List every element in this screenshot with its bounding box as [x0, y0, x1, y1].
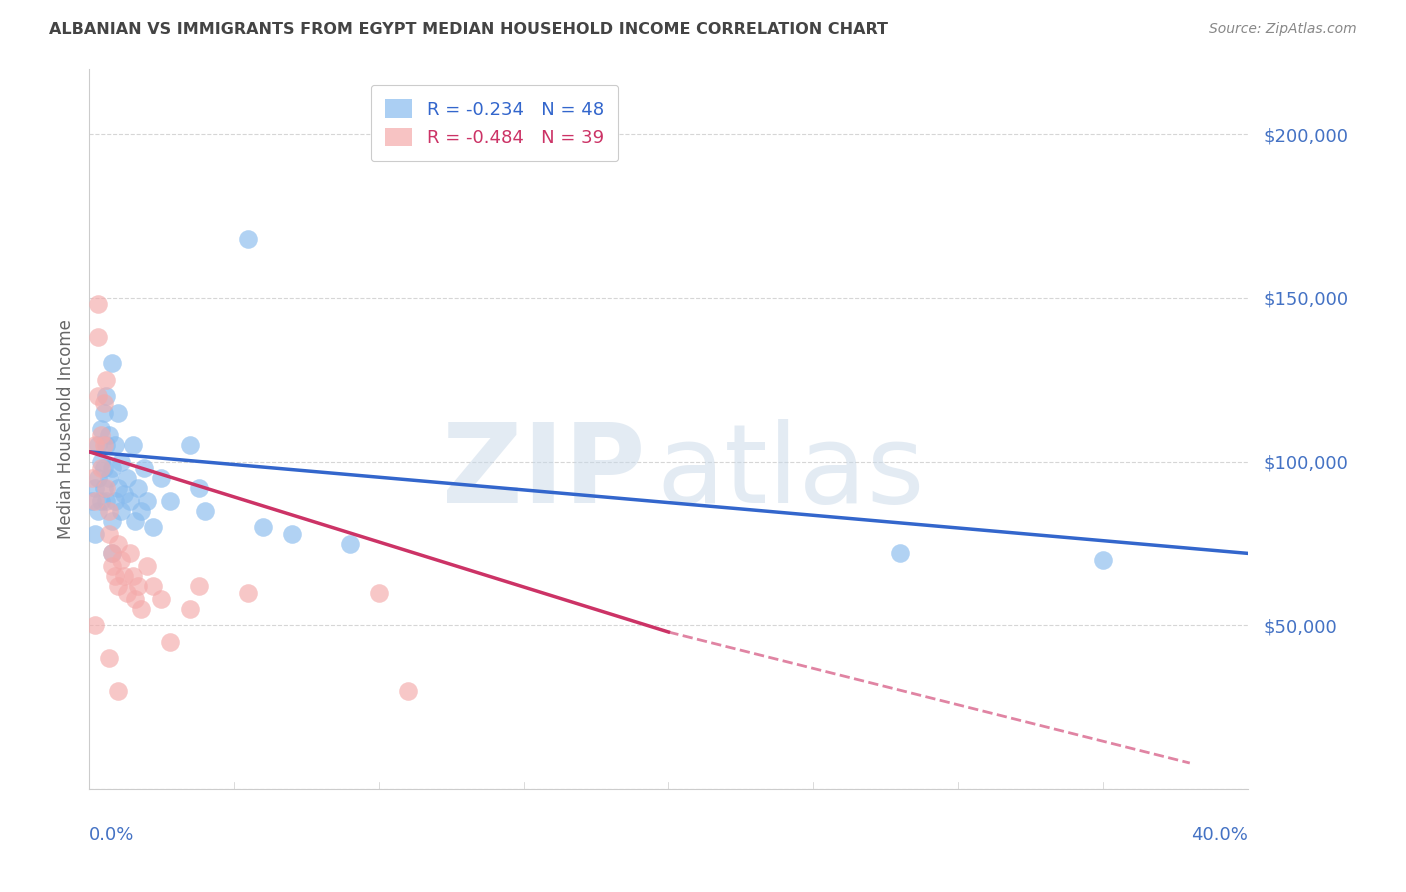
Point [101, 546, 124, 560]
Point [93, 395, 115, 409]
Point [124, 592, 146, 607]
Point [87, 389, 110, 403]
Point [159, 494, 181, 508]
Point [112, 569, 135, 583]
Point [281, 526, 304, 541]
Point [142, 520, 165, 534]
Legend: R = -0.234   N = 48, R = -0.484   N = 39: R = -0.234 N = 48, R = -0.484 N = 39 [371, 85, 619, 161]
Text: atlas: atlas [657, 418, 925, 525]
Point [339, 536, 361, 550]
Point [107, 481, 129, 495]
Point [83, 618, 105, 632]
Point [104, 438, 127, 452]
Point [112, 487, 135, 501]
Point [121, 569, 143, 583]
Point [129, 602, 152, 616]
Point [194, 504, 217, 518]
Point [127, 579, 149, 593]
Point [101, 514, 124, 528]
Point [1091, 553, 1114, 567]
Point [118, 546, 141, 560]
Point [83, 438, 105, 452]
Text: 40.0%: 40.0% [1191, 826, 1247, 844]
Point [110, 455, 132, 469]
Point [83, 481, 105, 495]
Point [136, 559, 159, 574]
Point [87, 504, 110, 518]
Point [118, 494, 141, 508]
Point [93, 405, 115, 419]
Point [107, 684, 129, 698]
Point [80, 494, 103, 508]
Text: Source: ZipAtlas.com: Source: ZipAtlas.com [1209, 22, 1357, 37]
Point [101, 461, 124, 475]
Point [90, 422, 112, 436]
Y-axis label: Median Household Income: Median Household Income [58, 319, 75, 539]
Point [188, 481, 211, 495]
Point [110, 553, 132, 567]
Point [238, 585, 260, 599]
Point [104, 494, 127, 508]
Point [87, 471, 110, 485]
Point [90, 494, 112, 508]
Point [110, 504, 132, 518]
Point [98, 428, 121, 442]
Point [87, 330, 110, 344]
Point [188, 579, 211, 593]
Point [101, 559, 124, 574]
Point [90, 455, 112, 469]
Point [93, 438, 115, 452]
Point [179, 602, 201, 616]
Point [159, 635, 181, 649]
Point [96, 481, 118, 495]
Point [80, 471, 103, 485]
Point [98, 526, 121, 541]
Text: 0.0%: 0.0% [89, 826, 135, 844]
Point [121, 438, 143, 452]
Point [93, 461, 115, 475]
Point [252, 520, 274, 534]
Text: ZIP: ZIP [441, 418, 645, 525]
Point [93, 481, 115, 495]
Point [150, 592, 173, 607]
Point [101, 356, 124, 370]
Point [132, 461, 155, 475]
Point [107, 536, 129, 550]
Point [115, 471, 138, 485]
Point [87, 297, 110, 311]
Point [136, 494, 159, 508]
Point [238, 232, 260, 246]
Point [90, 428, 112, 442]
Point [96, 373, 118, 387]
Point [179, 438, 201, 452]
Point [107, 405, 129, 419]
Point [889, 546, 911, 560]
Point [396, 684, 419, 698]
Point [142, 579, 165, 593]
Point [367, 585, 389, 599]
Point [150, 471, 173, 485]
Point [115, 585, 138, 599]
Point [127, 481, 149, 495]
Point [96, 438, 118, 452]
Point [83, 526, 105, 541]
Point [101, 546, 124, 560]
Point [90, 461, 112, 475]
Text: ALBANIAN VS IMMIGRANTS FROM EGYPT MEDIAN HOUSEHOLD INCOME CORRELATION CHART: ALBANIAN VS IMMIGRANTS FROM EGYPT MEDIAN… [49, 22, 889, 37]
Point [96, 494, 118, 508]
Point [98, 651, 121, 665]
Point [107, 579, 129, 593]
Point [129, 504, 152, 518]
Point [124, 514, 146, 528]
Point [98, 504, 121, 518]
Point [98, 471, 121, 485]
Point [96, 389, 118, 403]
Point [87, 438, 110, 452]
Point [104, 569, 127, 583]
Point [83, 494, 105, 508]
